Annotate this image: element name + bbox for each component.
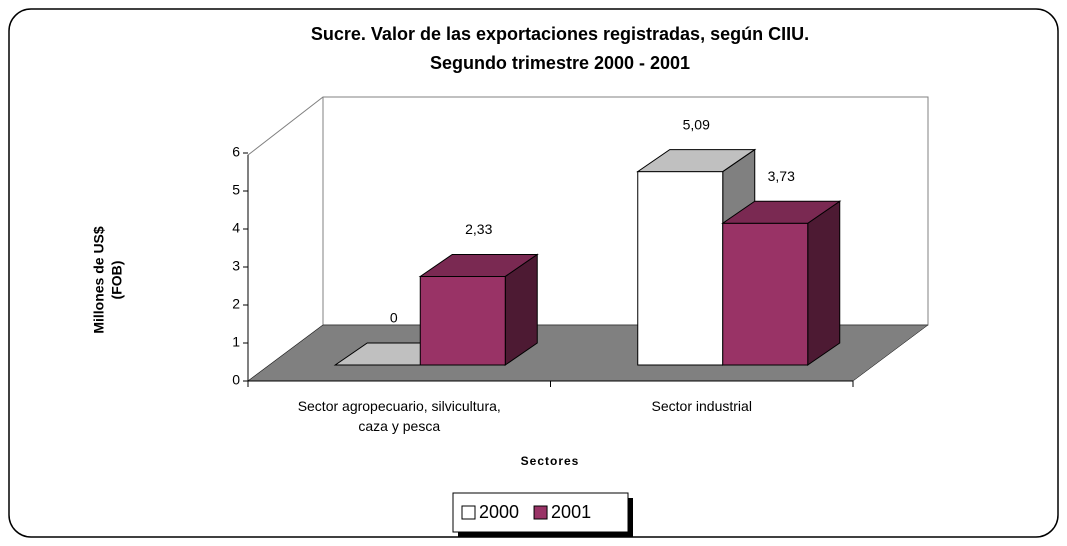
y-tick-label: 5 bbox=[232, 182, 240, 198]
y-axis-title-line: Millones de US$ bbox=[91, 226, 107, 334]
x-axis-title: Sectores bbox=[521, 454, 580, 468]
legend-label: 2000 bbox=[479, 502, 519, 522]
legend-swatch bbox=[461, 505, 476, 520]
legend-swatch bbox=[533, 505, 548, 520]
value-label: 2,33 bbox=[465, 221, 492, 237]
chart-title: Sucre. Valor de las exportaciones regist… bbox=[311, 24, 809, 44]
y-tick-label: 4 bbox=[232, 220, 240, 236]
y-tick-label: 0 bbox=[232, 372, 240, 388]
bar bbox=[722, 222, 809, 366]
value-label: 5,09 bbox=[683, 116, 710, 132]
y-tick-label: 6 bbox=[232, 144, 240, 160]
value-label: 3,73 bbox=[768, 168, 795, 184]
legend-label: 2001 bbox=[551, 502, 591, 522]
bar-top bbox=[636, 149, 757, 173]
y-axis-title-line: (FOB) bbox=[109, 261, 125, 300]
bar bbox=[419, 275, 506, 366]
chart-title: Segundo trimestre 2000 - 2001 bbox=[430, 53, 690, 73]
y-tick-label: 3 bbox=[232, 258, 240, 274]
x-tick-label: Sector agropecuario, silvicultura, caza … bbox=[297, 398, 501, 434]
value-label: 0 bbox=[390, 310, 398, 326]
y-tick-label: 1 bbox=[232, 334, 240, 350]
y-axis-title: Millones de US$ (FOB) bbox=[91, 226, 125, 334]
bar-side bbox=[807, 200, 841, 366]
x-tick-label: Sector industrial bbox=[651, 398, 752, 414]
y-tick-label: 2 bbox=[232, 296, 240, 312]
bar bbox=[637, 171, 724, 366]
bar-top bbox=[721, 200, 842, 224]
bar-top bbox=[418, 253, 539, 277]
